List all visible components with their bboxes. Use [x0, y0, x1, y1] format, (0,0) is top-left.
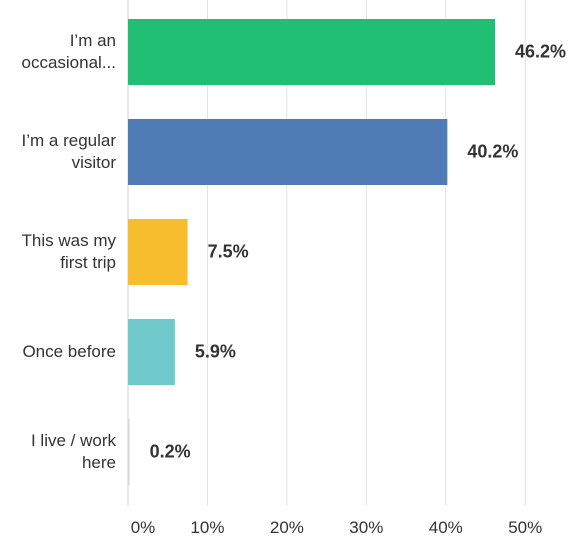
value-label: 46.2%: [515, 41, 567, 62]
y-tick-label: I live / work here: [30, 431, 116, 472]
bar: [128, 119, 448, 185]
value-label: 40.2%: [467, 141, 519, 162]
x-tick-label: 50%: [508, 518, 543, 537]
y-tick-label: Once before: [22, 342, 116, 361]
x-tick-label: 10%: [190, 518, 225, 537]
value-label: 5.9%: [194, 341, 236, 362]
bar: [128, 19, 496, 85]
y-tick-label: This was my first trip: [21, 231, 116, 272]
x-tick-label: 40%: [428, 518, 463, 537]
value-label: 0.2%: [149, 441, 191, 462]
x-tick-label: 30%: [349, 518, 384, 537]
x-tick-label: 20%: [269, 518, 304, 537]
y-tick-label: I’m an occasional...: [21, 31, 117, 72]
value-label: 7.5%: [207, 241, 249, 262]
y-tick-label: I’m a regular visitor: [21, 131, 116, 172]
bar: [128, 419, 130, 485]
x-tick-label: 0%: [130, 518, 156, 537]
bar: [128, 219, 188, 285]
bar: [128, 319, 175, 385]
